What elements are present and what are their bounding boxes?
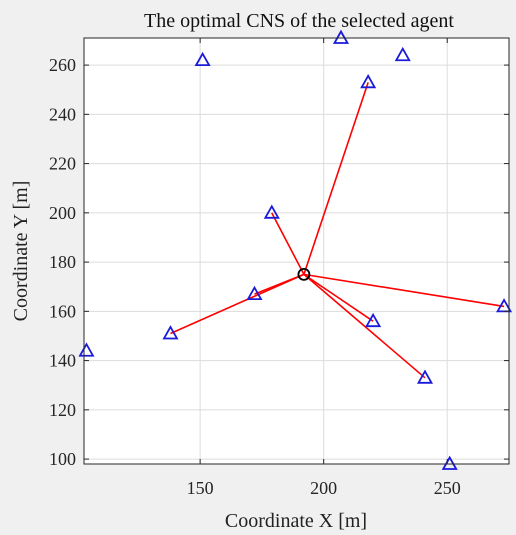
y-tick-label: 100 <box>49 449 76 469</box>
connection-link <box>303 273 374 322</box>
agent-triangle-marker <box>194 51 211 67</box>
agent-triangle-marker <box>441 455 458 470</box>
x-tick-label: 150 <box>187 478 214 498</box>
y-tick-label: 200 <box>49 203 76 223</box>
y-axis-label: Coordinate Y [m] <box>10 181 32 322</box>
x-axis-label: Coordinate X [m] <box>225 510 367 532</box>
connection-link <box>303 273 505 308</box>
plot-frame <box>83 37 510 465</box>
y-tick-label: 160 <box>49 301 76 321</box>
agent-triangle-marker <box>162 325 179 340</box>
connection-link <box>271 212 305 275</box>
chart-title: The optimal CNS of the selected agent <box>144 10 454 32</box>
connection-links <box>170 82 505 379</box>
agent-triangle-marker <box>394 46 411 62</box>
connection-link <box>170 273 305 335</box>
agent-triangle-marker <box>416 369 434 384</box>
y-tick-label: 120 <box>49 400 76 420</box>
connection-link <box>303 273 426 379</box>
x-tick-label: 200 <box>310 478 337 498</box>
y-tick-label: 240 <box>49 104 76 124</box>
selected-agent-marker <box>297 267 311 281</box>
agent-triangle-marker <box>78 342 95 357</box>
connection-link <box>254 273 305 295</box>
agent-triangle-marker <box>365 312 382 328</box>
agent-triangle-marker <box>360 73 377 89</box>
agent-triangle-marker <box>263 204 280 219</box>
grid-lines <box>84 38 509 464</box>
connection-link <box>303 82 369 275</box>
plot-area <box>84 38 509 464</box>
axis-ticks: 150 200 250 100 120 140 160 180 200 220 240 260 <box>49 38 509 498</box>
y-tick-label: 140 <box>49 351 76 371</box>
y-tick-label: 220 <box>49 154 76 174</box>
y-tick-label: 260 <box>49 55 76 75</box>
agent-triangle-marker <box>246 285 263 300</box>
x-tick-label: 250 <box>434 478 461 498</box>
agent-triangle-marker <box>332 29 350 44</box>
y-tick-label: 180 <box>49 252 76 272</box>
